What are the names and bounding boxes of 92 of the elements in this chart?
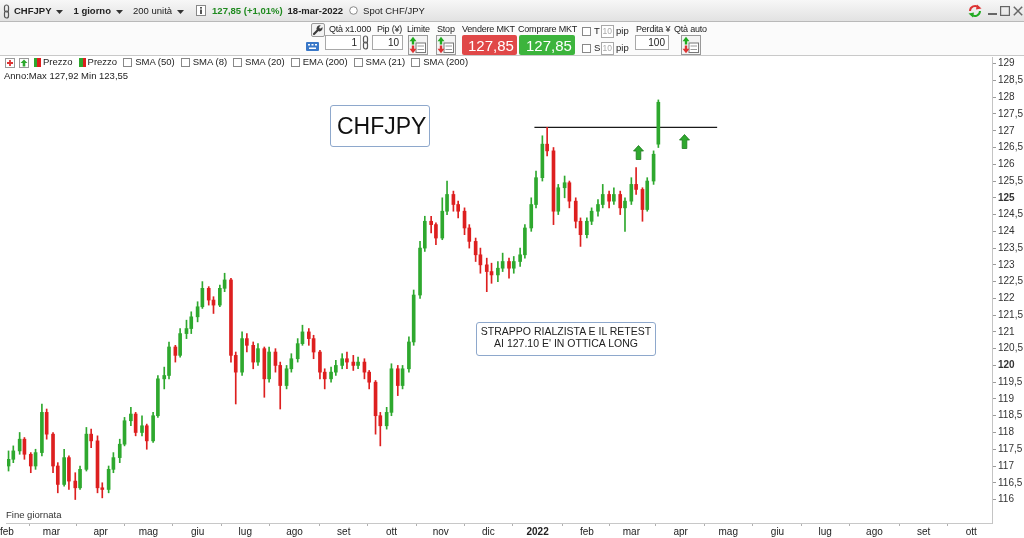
annotation: Prezzo bbox=[87, 56, 118, 68]
candlestick bbox=[73, 472, 78, 500]
text: Perdita ¥ bbox=[636, 24, 671, 35]
x-tick-label: apr bbox=[93, 525, 109, 537]
x-tick-label: ott bbox=[385, 525, 398, 537]
x-tick-label: dic bbox=[481, 525, 495, 537]
x-tick-label: ott bbox=[965, 525, 978, 537]
y-tick-label: 126,5 bbox=[998, 141, 1024, 153]
candlestick bbox=[484, 257, 489, 293]
annotation: Anno:Max 127,92 Min 123,55 bbox=[4, 70, 129, 82]
text: Pip (¥) bbox=[377, 24, 403, 35]
annotation: SMA (20) bbox=[245, 56, 285, 68]
text: CHFJPY bbox=[337, 113, 427, 140]
y-tick-label: 121 bbox=[998, 325, 1016, 337]
x-tick-label: 2022 bbox=[526, 525, 550, 537]
input-field: 1 bbox=[325, 35, 361, 50]
y-tick-label: 128 bbox=[998, 90, 1016, 102]
y-tick-label: 116,5 bbox=[998, 476, 1023, 488]
text: 1 giorno bbox=[73, 5, 111, 17]
input-field: 100 bbox=[635, 35, 669, 50]
y-tick-label: 122 bbox=[998, 292, 1016, 304]
candlestick bbox=[545, 127, 549, 157]
candlestick bbox=[623, 197, 627, 232]
candlestick bbox=[351, 355, 356, 371]
input-field: 10 bbox=[601, 42, 614, 55]
y-tick-label: 125 bbox=[998, 191, 1016, 203]
y-tick-label: 119,5 bbox=[998, 375, 1023, 387]
sell-button: 127,85 bbox=[462, 35, 517, 55]
y-tick-label: 128,5 bbox=[998, 74, 1024, 86]
buy-button: 127,85 bbox=[519, 35, 575, 55]
input-field: 10 bbox=[372, 35, 403, 50]
text: CHFJPY bbox=[14, 5, 52, 17]
y-tick-label: 118,5 bbox=[998, 409, 1023, 421]
x-tick-label: feb bbox=[0, 525, 15, 537]
text: pip bbox=[616, 25, 629, 37]
text: pip bbox=[616, 42, 629, 54]
y-tick-label: 121,5 bbox=[998, 308, 1024, 320]
x-tick-label: mar bbox=[622, 525, 641, 537]
y-tick-label: 122,5 bbox=[998, 275, 1024, 287]
annotation: EMA (200) bbox=[302, 56, 348, 68]
y-tick-label: 129 bbox=[998, 57, 1016, 69]
y-tick-label: 120 bbox=[998, 359, 1016, 371]
text: Stop bbox=[437, 24, 455, 35]
text: Limite bbox=[407, 24, 430, 35]
y-tick-label: 126 bbox=[998, 158, 1016, 170]
annotation: STRAPPO RIALZISTA E IL RETEST AI 127.10 E' IN OTTICA LONG bbox=[479, 325, 653, 350]
y-tick-label: 124,5 bbox=[998, 208, 1024, 220]
annotation: SMA (50) bbox=[135, 56, 175, 68]
y-tick-label: 119 bbox=[998, 392, 1015, 404]
y-tick-label: 117 bbox=[998, 459, 1015, 471]
candlestick bbox=[634, 167, 638, 195]
y-tick-label: 120,5 bbox=[998, 342, 1024, 354]
y-tick-label: 116 bbox=[998, 493, 1015, 505]
text: T bbox=[594, 25, 600, 37]
x-tick-label: nov bbox=[432, 525, 449, 537]
text: S bbox=[594, 42, 601, 54]
y-tick-label: 117,5 bbox=[998, 442, 1023, 454]
y-tick-label: 123 bbox=[998, 258, 1016, 270]
annotation: SMA (200) bbox=[423, 56, 469, 68]
text: Qtà x1.000 bbox=[329, 24, 372, 35]
candlestick bbox=[345, 351, 349, 370]
x-tick-label: giu bbox=[770, 525, 785, 537]
text: Comprare MKT bbox=[518, 24, 578, 35]
x-tick-label: set bbox=[917, 525, 931, 537]
input-field: 10 bbox=[601, 25, 614, 38]
x-tick-label: giu bbox=[190, 525, 205, 537]
text: Qtà auto bbox=[674, 24, 707, 35]
y-tick-label: 123,5 bbox=[998, 241, 1024, 253]
y-tick-label: 124 bbox=[998, 225, 1016, 237]
x-tick-label: lug bbox=[238, 525, 252, 537]
text: 200 unità bbox=[132, 5, 173, 17]
x-tick-label: feb bbox=[579, 525, 595, 537]
x-tick-label: set bbox=[337, 525, 351, 537]
annotation: SMA (8) bbox=[192, 56, 228, 68]
annotation: SMA (21) bbox=[365, 56, 406, 68]
x-tick-label: mag bbox=[138, 525, 159, 537]
y-tick-label: 118 bbox=[998, 426, 1015, 438]
annotation: Prezzo bbox=[43, 56, 73, 68]
text: 127,85 (+1,01%) bbox=[212, 5, 283, 17]
x-tick-label: ago bbox=[286, 525, 304, 537]
text: Spot CHF/JPY bbox=[363, 5, 425, 17]
y-tick-label: 127,5 bbox=[998, 107, 1024, 119]
x-tick-label: lug bbox=[818, 525, 832, 537]
x-tick-label: mag bbox=[718, 525, 738, 537]
text: Vendere MKT bbox=[462, 24, 515, 35]
text: 18-mar-2022 bbox=[287, 5, 344, 17]
y-tick-label: 125,5 bbox=[998, 174, 1024, 186]
y-tick-label: 127 bbox=[998, 124, 1016, 136]
x-tick-label: apr bbox=[673, 525, 689, 537]
annotation: Fine giornata bbox=[6, 509, 62, 521]
x-tick-label: ago bbox=[866, 525, 884, 537]
x-tick-label: mar bbox=[42, 525, 61, 537]
